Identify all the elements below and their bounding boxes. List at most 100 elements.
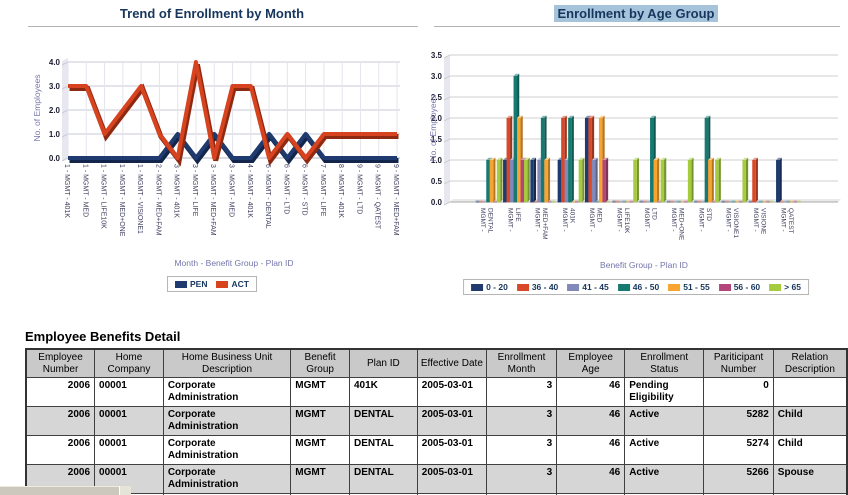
grid-bevel <box>443 159 451 164</box>
grid-bevel <box>61 85 69 90</box>
y-tick-label: 4.0 <box>49 58 61 67</box>
floor-stripe <box>728 200 732 203</box>
bar-side <box>500 157 503 202</box>
table-row: 2006 00001 Corporate Administration MGMT DEN… <box>25 464 848 494</box>
bar-top <box>660 157 667 160</box>
table-cell: 2005-03-01 <box>416 377 487 407</box>
floor-stripe <box>779 200 784 203</box>
legend-label: 0 - 20 <box>486 282 508 292</box>
table-cell: 401K <box>348 377 418 407</box>
x-tick-label: 3 - MGMT - 401K <box>173 164 180 218</box>
table-cell: MGMT <box>290 464 350 494</box>
legend-label: 56 - 60 <box>733 282 761 292</box>
x-tick-label: 7 - MGMT - LIFE <box>319 164 326 217</box>
grid-bevel <box>443 54 451 59</box>
table-cell: 46 <box>556 464 626 494</box>
table-cell: DENTAL <box>348 435 418 465</box>
bar-top <box>687 157 694 160</box>
x-tick-label: 1 - MGMT - LIFE10K <box>100 164 107 229</box>
table-cell <box>772 377 848 407</box>
bar <box>687 160 692 202</box>
floor-stripe <box>629 200 634 203</box>
floor-stripe <box>612 200 616 203</box>
horizontal-scrollbar[interactable] <box>0 486 119 495</box>
grid-bevel <box>61 157 69 162</box>
line-chart-legend: PEN ACT <box>167 276 257 292</box>
floor-stripe <box>475 200 480 203</box>
bar-group <box>748 157 774 203</box>
legend-swatch <box>668 283 681 291</box>
line-chart[interactable]: 0.0 1.0 2.0 3.0 4.0 1 - MGMT - 401K 1 - MGMT -… <box>0 0 424 312</box>
floor-stripe <box>783 200 787 203</box>
column-header: Benefit Group <box>290 348 350 378</box>
floor-stripe <box>571 200 576 203</box>
table-cell: 46 <box>556 406 626 436</box>
x-tick-label: 4 - MGMT - 401K <box>246 164 253 218</box>
column-header: Pariticipant Number <box>703 348 774 378</box>
bar <box>486 160 490 202</box>
series-line-ACT <box>68 60 397 160</box>
bar-side <box>582 157 585 202</box>
legend-label: > 65 <box>784 282 801 292</box>
bar <box>578 160 583 202</box>
table-cell: 3 <box>485 435 558 465</box>
bar-side <box>527 157 530 202</box>
x-tick-label-line2: STD <box>705 208 712 221</box>
bar <box>517 118 521 202</box>
x-tick-label-line2: MED+ONE <box>678 208 685 241</box>
bar-group <box>503 73 530 203</box>
bar-top <box>588 115 595 118</box>
bar-top <box>650 115 656 118</box>
floor-stripe <box>619 200 623 203</box>
bar <box>591 160 596 202</box>
line-plot-area: 0.0 1.0 2.0 3.0 4.0 1 - MGMT - 401K 1 - MGMT -… <box>32 58 400 268</box>
legend-label: 51 - 55 <box>683 282 710 292</box>
floor-stripe <box>790 200 794 203</box>
bar <box>496 160 501 202</box>
x-axis-title: Month - Benefit Group - Plan ID <box>174 258 293 268</box>
axis-wall <box>62 58 68 161</box>
bar <box>742 160 746 202</box>
x-tick-label-line1: MGMT - <box>561 208 568 232</box>
y-axis-title: No. of Employees <box>428 94 438 161</box>
bar-group <box>612 157 639 203</box>
bar <box>568 118 572 202</box>
x-tick-label-line1: MGMT - <box>616 208 623 232</box>
y-tick-label: 2.0 <box>431 114 443 123</box>
x-tick-label-line2: MED+FAM <box>541 208 548 240</box>
bar <box>513 76 518 202</box>
bar-chart-title[interactable]: Enrollment by Age Group <box>553 5 719 22</box>
scrollbar-track-end[interactable] <box>119 486 131 495</box>
bar <box>510 160 514 202</box>
y-tick-label: 1.0 <box>49 130 61 139</box>
bar <box>520 160 525 202</box>
bar <box>776 160 780 202</box>
floor-stripe <box>735 200 739 203</box>
bar-top <box>776 157 782 160</box>
bar-side <box>493 157 496 202</box>
floor-stripe <box>547 200 552 203</box>
table-cell: 00001 <box>94 406 164 436</box>
bar-side <box>533 157 537 202</box>
bar <box>564 160 569 202</box>
x-tick-label: 1 - MGMT - 401K <box>63 164 70 218</box>
benefits-table: Employee Number Home Company Home Business… <box>25 348 848 495</box>
floor-stripe <box>646 200 651 203</box>
table-cell: 46 <box>556 435 626 465</box>
column-header: Employee Number <box>25 348 96 378</box>
column-header: Enrollment Month <box>485 348 558 378</box>
bar <box>602 160 606 202</box>
table-row: 2006 00001 Corporate Administration MGMT DEN… <box>25 406 848 436</box>
bar <box>598 118 603 202</box>
floor-stripe <box>643 200 647 203</box>
bar-top <box>602 157 609 160</box>
legend-label: ACT <box>231 279 249 289</box>
floor-stripe <box>482 200 487 203</box>
bar-top <box>742 157 749 160</box>
x-tick-label-line1: MGMT - <box>779 208 786 232</box>
legend-item: 36 - 40 <box>516 282 558 292</box>
table-cell: 2006 <box>25 377 96 407</box>
x-tick-label: 6 - MGMT - STD <box>301 164 308 216</box>
y-tick-label: 3.0 <box>431 72 443 81</box>
